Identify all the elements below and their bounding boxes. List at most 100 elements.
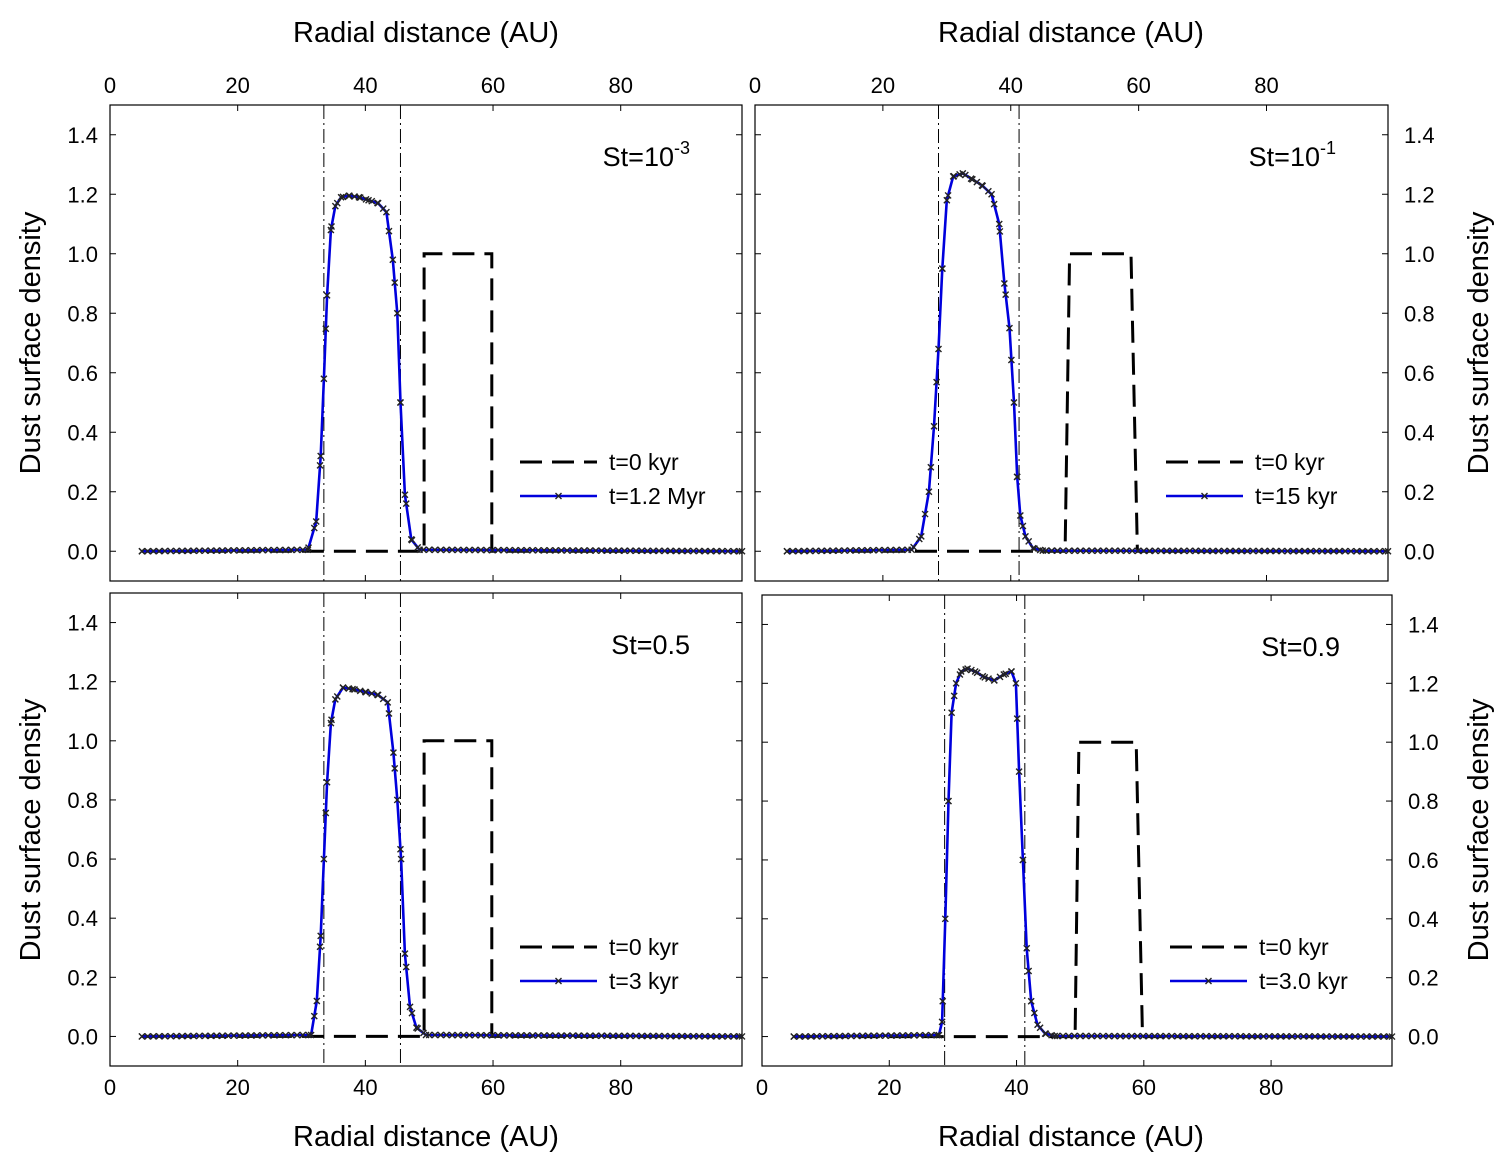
- top-right-marker-84: [1140, 547, 1148, 555]
- bottom-left-marker-50: [362, 688, 370, 696]
- top-left-marker-34: [316, 461, 324, 469]
- bottom-left-marker-18: [236, 1032, 244, 1040]
- top-right-marker-95: [1203, 547, 1211, 555]
- bottom-left-marker-13: [207, 1032, 215, 1040]
- top-left-marker-16: [224, 546, 232, 554]
- bottom-right-marker-26: [933, 1031, 941, 1039]
- bottom-left-marker-56: [385, 710, 393, 718]
- top-right-marker-36: [944, 191, 952, 199]
- bottom-left-y-tick-label-2: 0.4: [67, 906, 98, 931]
- top-left-marker-60: [393, 309, 401, 317]
- top-left-y-tick-label-6: 1.2: [67, 182, 98, 207]
- top-left-marker-22: [259, 546, 267, 554]
- top-right-marker-102: [1243, 547, 1251, 555]
- bottom-right-marker-86: [1156, 1032, 1164, 1040]
- bottom-right-marker-92: [1191, 1032, 1199, 1040]
- top-left-marker-92: [552, 546, 560, 554]
- bottom-left-marker-125: [738, 1032, 746, 1040]
- bottom-right-marker-19: [893, 1032, 901, 1040]
- bottom-right-marker-35: [952, 679, 960, 687]
- bottom-right-marker-60: [1027, 997, 1035, 1005]
- bottom-right-marker-21: [904, 1031, 912, 1039]
- bottom-left-marker-21: [253, 1031, 261, 1039]
- top-right-marker-74: [1082, 547, 1090, 555]
- top-right-series-evolved-markers: [783, 169, 1392, 555]
- top-left-marker-76: [460, 546, 468, 554]
- top-left-y-axis-title: Dust surface density: [15, 211, 47, 474]
- bottom-left-marker-122: [724, 1032, 732, 1040]
- top-left-x-tick-label-4: 80: [608, 73, 632, 98]
- top-right-stokes-label-exponent: -1: [1320, 138, 1336, 158]
- top-left-y-tick-label-7: 1.4: [67, 123, 98, 148]
- bottom-right-marker-78: [1111, 1032, 1119, 1040]
- top-right-marker-78: [1105, 547, 1113, 555]
- bottom-right-marker-16: [876, 1032, 884, 1040]
- top-left-marker-85: [511, 546, 519, 554]
- top-left-plot-frame: [109, 104, 743, 582]
- bottom-right-marker-126: [1385, 1033, 1393, 1041]
- bottom-left-marker-8: [178, 1032, 186, 1040]
- bottom-right-marker-115: [1322, 1032, 1330, 1040]
- top-right-x-tick-label-2: 40: [999, 73, 1023, 98]
- top-left-marker-122: [724, 547, 732, 555]
- top-right-marker-71: [1065, 547, 1073, 555]
- bottom-left-y-tick-label-6: 1.2: [67, 670, 98, 695]
- bottom-right-x-tick-label-4: 80: [1259, 1075, 1283, 1100]
- bottom-left-marker-82: [494, 1031, 502, 1039]
- bottom-right-marker-119: [1345, 1032, 1353, 1040]
- bottom-right-marker-80: [1122, 1032, 1130, 1040]
- bottom-right-marker-58: [1023, 944, 1031, 952]
- top-left-marker-5: [161, 547, 169, 555]
- bottom-right-marker-89: [1174, 1032, 1182, 1040]
- top-right-marker-114: [1312, 547, 1320, 555]
- bottom-left-legend-label-1: t=3 kyr: [609, 968, 679, 994]
- bottom-right-y-tick-label-5: 1.0: [1408, 730, 1439, 755]
- bottom-left-legend-label-0: t=0 kyr: [609, 934, 679, 960]
- bottom-right-marker-101: [1242, 1032, 1250, 1040]
- top-left-marker-116: [689, 547, 697, 555]
- top-right-panel: 0 20 40 60 80 0.0 0.2 0.4 0.6 0.8 1.0 1.2 1.4 St=10-1…: [749, 73, 1435, 582]
- bottom-left-marker-123: [730, 1032, 738, 1040]
- top-left-marker-110: [655, 547, 663, 555]
- top-left-marker-88: [529, 546, 537, 554]
- top-left-marker-78: [471, 546, 479, 554]
- top-right-marker-6: [812, 547, 820, 555]
- bottom-right-marker-127: [1388, 1033, 1396, 1041]
- bottom-right-marker-75: [1093, 1032, 1101, 1040]
- top-left-marker-25: [276, 546, 284, 554]
- bottom-left-x-tick-label-0: 0: [104, 1075, 116, 1100]
- top-left-marker-59: [391, 279, 399, 287]
- top-left-marker-96: [575, 547, 583, 554]
- bottom-left-marker-114: [678, 1032, 686, 1040]
- bottom-right-marker-109: [1288, 1032, 1296, 1040]
- top-left-marker-102: [609, 547, 617, 555]
- top-left-marker-82: [494, 546, 502, 554]
- bottom-left-marker-118: [701, 1032, 709, 1040]
- bottom-left-marker-108: [644, 1032, 652, 1040]
- top-left-x-tick-label-3: 60: [481, 73, 505, 98]
- bottom-right-marker-85: [1151, 1032, 1159, 1040]
- bottom-left-marker-60: [396, 845, 404, 853]
- top-left-marker-57: [385, 227, 393, 235]
- bottom-left-marker-78: [471, 1031, 479, 1039]
- bottom-left-marker-75: [454, 1031, 462, 1039]
- top-left-marker-29: [299, 546, 307, 554]
- bottom-right-marker-23: [916, 1031, 924, 1039]
- top-left-x-axis-title: Radial distance (AU): [293, 17, 559, 49]
- top-right-marker-13: [852, 546, 860, 554]
- top-left-marker-8: [178, 547, 186, 555]
- top-left-marker-28: [293, 546, 301, 554]
- top-right-marker-112: [1301, 547, 1309, 555]
- top-left-marker-123: [730, 547, 738, 555]
- top-right-marker-89: [1169, 547, 1177, 555]
- bottom-right-marker-106: [1271, 1032, 1279, 1040]
- top-right-marker-41: [961, 171, 969, 179]
- top-right-marker-77: [1099, 547, 1107, 555]
- bottom-left-marker-117: [695, 1032, 703, 1040]
- bottom-right-marker-107: [1277, 1032, 1285, 1040]
- top-right-marker-87: [1157, 547, 1165, 555]
- bottom-right-marker-15: [870, 1032, 878, 1040]
- bottom-right-marker-29: [939, 997, 947, 1005]
- top-left-marker-111: [661, 547, 669, 555]
- bottom-left-marker-2: [144, 1032, 152, 1040]
